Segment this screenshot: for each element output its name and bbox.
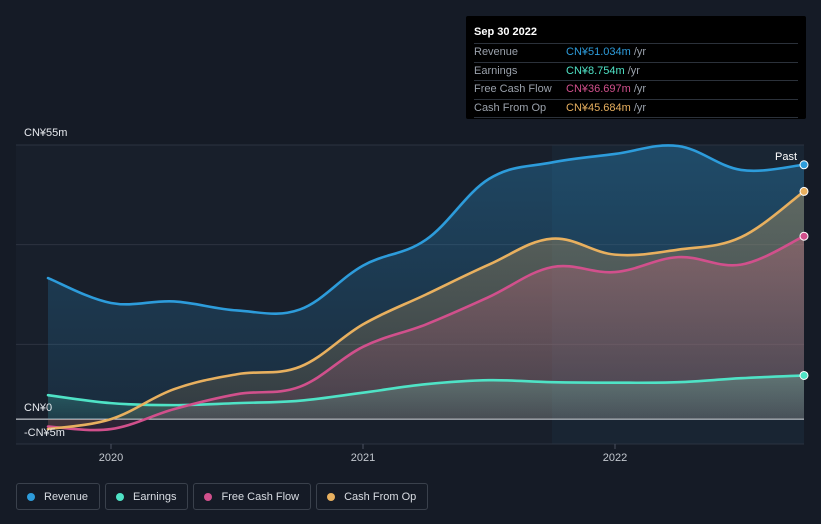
tooltip-unit: /yr <box>627 64 640 77</box>
legend-item-free-cash-flow[interactable]: Free Cash Flow <box>193 483 312 510</box>
tooltip-value: CN¥36.697m <box>566 83 631 95</box>
tooltip-label: Revenue <box>474 46 519 58</box>
x-tick-label: 2021 <box>351 452 375 464</box>
legend-dot-icon <box>204 492 213 501</box>
axis-labels: CN¥55m CN¥0 -CN¥5m 2020 2021 2022 Past <box>24 127 797 464</box>
tooltip-unit: /yr <box>633 83 647 95</box>
tooltip-label: Earnings <box>474 64 518 77</box>
area-fills <box>48 145 804 431</box>
line-earnings <box>46 374 806 407</box>
legend-label: Earnings <box>133 490 177 503</box>
tooltip-unit: /yr <box>633 101 647 114</box>
end-point-earnings <box>799 370 809 380</box>
legend-label: Free Cash Flow <box>221 490 300 503</box>
line-cash-from-op <box>46 190 806 431</box>
x-tick-label: 2022 <box>603 452 627 464</box>
area-cash-from-op <box>48 191 804 430</box>
end-point-free-cash-flow <box>799 231 809 241</box>
legend-item-earnings[interactable]: Earnings <box>105 483 189 510</box>
tooltip-value: CN¥51.034m <box>566 46 631 58</box>
y-axis-label-top: CN¥55m <box>24 127 67 139</box>
legend-dot-icon <box>116 492 125 501</box>
legend-label: Revenue <box>44 490 89 503</box>
series-lines <box>46 144 809 432</box>
legend-item-revenue[interactable]: Revenue <box>16 483 101 510</box>
end-point-cash-from-op <box>799 186 809 196</box>
end-point-revenue <box>799 160 809 170</box>
legend-item-cash-from-op[interactable]: Cash From Op <box>316 483 429 510</box>
legend: Revenue Earnings Free Cash Flow Cash Fro… <box>16 483 429 510</box>
y-axis-label-bottom: -CN¥5m <box>24 427 65 439</box>
legend-dot-icon <box>27 492 35 501</box>
tooltip-unit: /yr <box>633 46 647 58</box>
chart-area: CN¥55m CN¥0 -CN¥5m 2020 2021 2022 Past <box>16 127 809 464</box>
tooltip-row-earnings: Earnings CN¥8.754m /yr <box>474 61 798 81</box>
tooltip-row-revenue: Revenue CN¥51.034m /yr <box>474 43 798 62</box>
tooltip-value: CN¥45.684m <box>566 101 631 114</box>
tooltip-label: Cash From Op <box>474 101 547 114</box>
x-tick-label: 2020 <box>99 452 123 464</box>
tooltip-date: Sep 30 2022 <box>474 26 537 38</box>
tooltip-row-free-cash-flow: Free Cash Flow CN¥36.697m /yr <box>474 80 798 99</box>
line-revenue <box>46 144 806 315</box>
tooltip-panel: Sep 30 2022 Revenue CN¥51.034m /yr Earni… <box>466 16 806 119</box>
tooltip-value: CN¥8.754m <box>566 64 625 77</box>
legend-label: Cash From Op <box>344 490 417 503</box>
past-label: Past <box>775 151 797 163</box>
tooltip-label: Free Cash Flow <box>474 83 552 95</box>
y-axis-label-zero: CN¥0 <box>24 402 52 414</box>
tooltip-row-cash-from-op: Cash From Op CN¥45.684m /yr <box>474 98 798 118</box>
legend-dot-icon <box>327 492 336 501</box>
line-free-cash-flow <box>46 234 806 432</box>
